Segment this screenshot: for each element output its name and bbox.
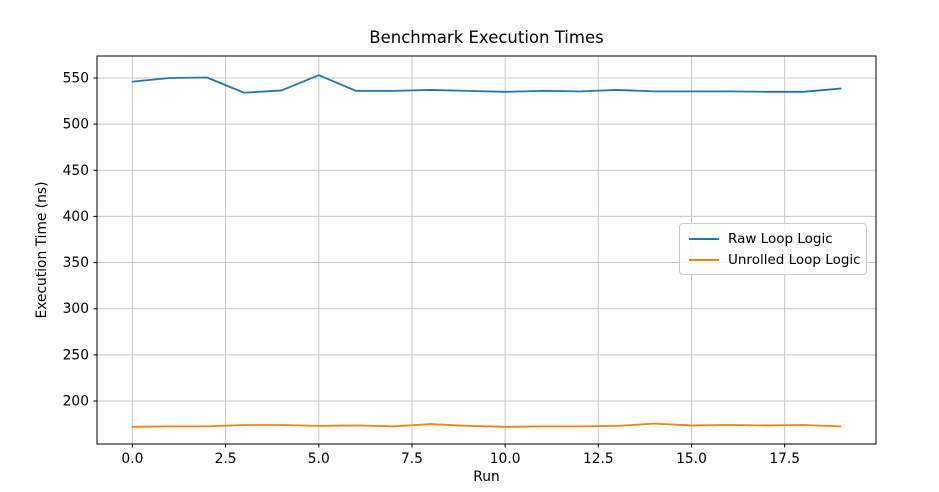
x-tick-label: 2.5 <box>215 451 237 467</box>
legend-line-sample-raw-loop <box>689 237 719 240</box>
series-line-raw-loop <box>131 74 842 94</box>
legend-label-raw-loop: Raw Loop Logic <box>728 230 833 247</box>
x-axis-label: Run <box>473 469 500 485</box>
x-tick-label: 10.0 <box>490 451 521 467</box>
legend-item-raw-loop: Raw Loop Logic <box>689 229 856 248</box>
y-tick-label: 300 <box>63 301 89 317</box>
y-tick-label: 200 <box>63 393 89 409</box>
y-tick-label: 500 <box>63 117 89 133</box>
series-line-unrolled-loop <box>131 422 842 428</box>
y-tick-label: 250 <box>63 347 89 363</box>
legend-item-unrolled-loop: Unrolled Loop Logic <box>689 250 861 269</box>
x-tick-label: 15.0 <box>676 451 707 467</box>
y-tick-label: 550 <box>63 70 89 86</box>
y-axis-label: Execution Time (ns) <box>34 181 50 319</box>
legend: Raw Loop Logic Unrolled Loop Logic <box>679 223 867 275</box>
axes-frame <box>96 55 877 445</box>
x-tick-label: 17.5 <box>769 451 800 467</box>
y-tick-label: 400 <box>63 209 89 225</box>
x-tick-label: 7.5 <box>401 451 423 467</box>
legend-line-sample-unrolled-loop <box>689 258 719 261</box>
legend-label-unrolled-loop: Unrolled Loop Logic <box>728 251 861 268</box>
y-tick-label: 450 <box>63 163 89 179</box>
chart-title: Benchmark Execution Times <box>369 28 604 47</box>
x-tick-label: 12.5 <box>583 451 614 467</box>
x-tick-label: 5.0 <box>308 451 330 467</box>
y-tick-label: 350 <box>63 255 89 271</box>
x-tick-label: 0.0 <box>121 451 143 467</box>
